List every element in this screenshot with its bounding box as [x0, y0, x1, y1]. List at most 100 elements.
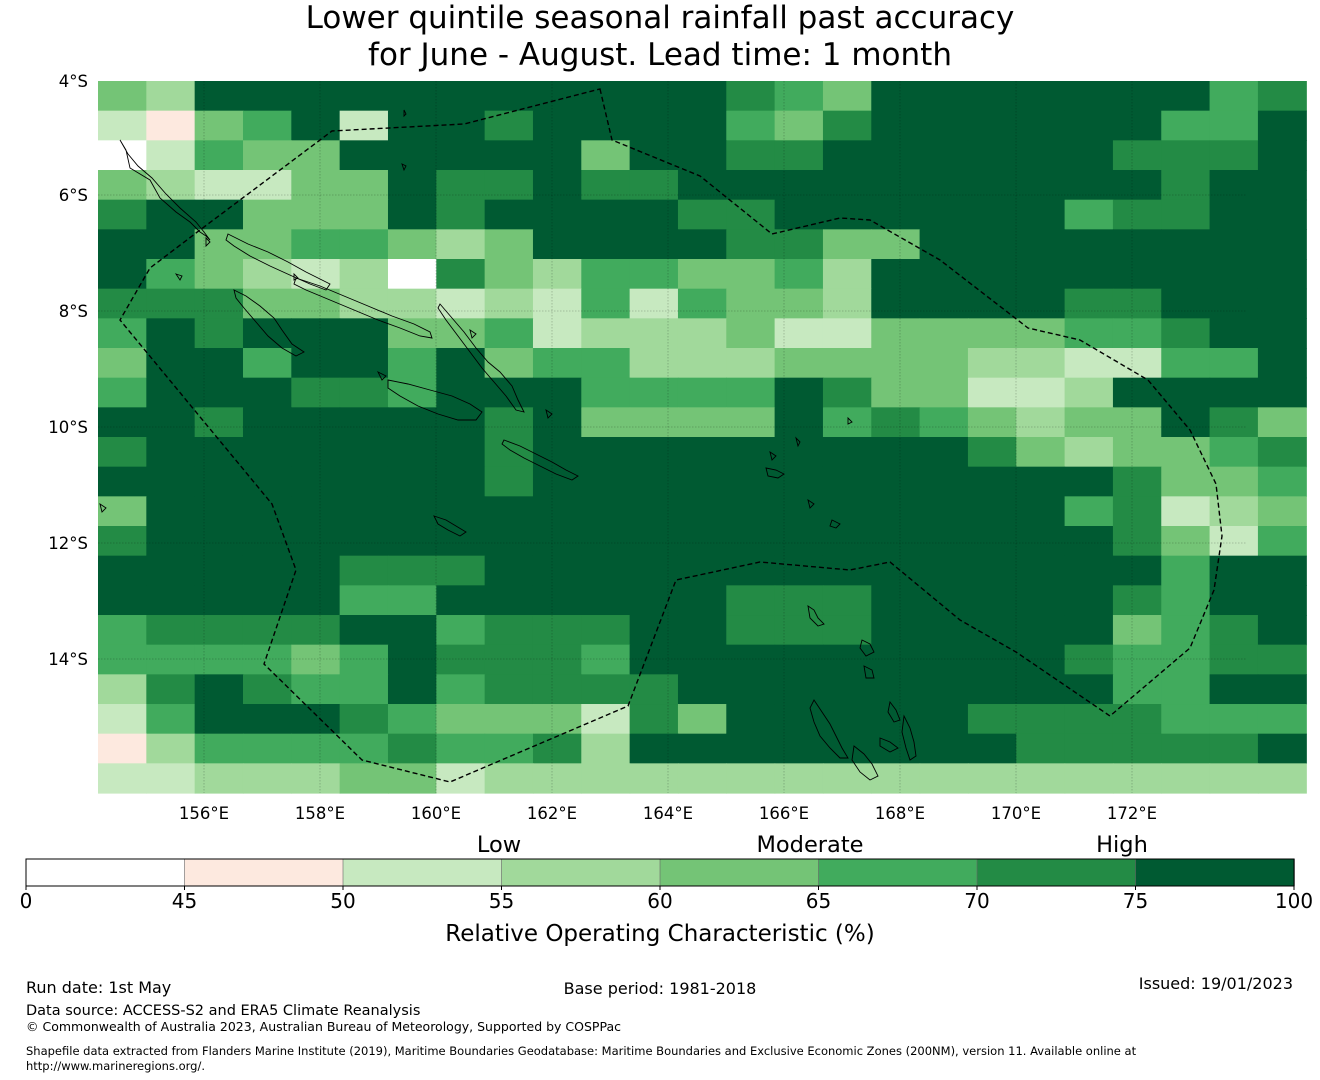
grid-cell — [1112, 81, 1162, 112]
grid-cell — [532, 110, 582, 141]
lon-label-172e: 172°E — [1107, 804, 1157, 823]
grid-cell — [919, 555, 969, 586]
ambae-coast — [879, 737, 899, 753]
lon-label-168e: 168°E — [875, 804, 925, 823]
grid-cell — [194, 407, 244, 438]
grid-cell — [629, 288, 679, 319]
grid-cell — [146, 140, 196, 171]
grid-cell — [1209, 644, 1259, 675]
grid-cell — [581, 437, 631, 468]
grid-cell — [774, 674, 824, 705]
grid-cell — [581, 348, 631, 379]
grid-cell — [774, 704, 824, 735]
grid-cell — [1016, 555, 1066, 586]
grid-cell — [629, 644, 679, 675]
grid-cell — [532, 615, 582, 646]
grid-cell — [1161, 199, 1211, 230]
grid-cell — [581, 555, 631, 586]
grid-cell — [774, 318, 824, 349]
grid-cell — [1112, 733, 1162, 764]
grid-cell — [1257, 377, 1307, 408]
grid-cell — [967, 733, 1017, 764]
grid-cell — [98, 259, 147, 290]
grid-cell — [581, 318, 631, 349]
grid-cell — [291, 229, 341, 260]
makira-coast — [501, 439, 579, 481]
grid-cell — [98, 585, 147, 616]
grid-cell — [1016, 763, 1066, 794]
grid-cell — [146, 259, 196, 290]
grid-cell — [581, 81, 631, 112]
grid-cell — [1064, 704, 1114, 735]
grid-cell — [436, 229, 486, 260]
grid-cell — [1112, 407, 1162, 438]
grid-cell — [532, 140, 582, 171]
grid-cell — [677, 110, 727, 141]
grid-cell — [1209, 140, 1259, 171]
grid-cell — [1112, 763, 1162, 794]
grid-cell — [291, 437, 341, 468]
bougainville-coast — [119, 139, 211, 241]
grid-cell — [1161, 318, 1211, 349]
grid-cell — [98, 526, 147, 557]
grid-cell — [436, 377, 486, 408]
grid-cell — [1161, 674, 1211, 705]
duff-islands-coast — [795, 436, 801, 448]
data-source: Data source: ACCESS-S2 and ERA5 Climate … — [26, 1003, 420, 1019]
grid-cell — [532, 170, 582, 201]
grid-cell — [822, 110, 872, 141]
grid-cell — [242, 170, 292, 201]
grid-cell — [1257, 140, 1307, 171]
lon-label-160e: 160°E — [411, 804, 461, 823]
grid-cell — [726, 466, 776, 497]
grid-cell — [677, 81, 727, 112]
grid-cell — [339, 110, 389, 141]
grid-cell — [194, 615, 244, 646]
grid-cell — [581, 733, 631, 764]
grid-cell — [387, 704, 437, 735]
grid-cell — [1161, 259, 1211, 290]
grid-cell — [1161, 81, 1211, 112]
grid-cell — [146, 377, 196, 408]
grid-cell — [436, 615, 486, 646]
grid-cell — [1161, 704, 1211, 735]
grid-cell — [194, 644, 244, 675]
grid-cell — [629, 496, 679, 527]
grid-cell — [532, 555, 582, 586]
grid-cell — [1064, 199, 1114, 230]
grid-cell — [242, 763, 292, 794]
grid-cell — [581, 259, 631, 290]
grid-cell — [581, 466, 631, 497]
grid-cell — [629, 466, 679, 497]
grid-cell — [677, 199, 727, 230]
grid-cell — [484, 259, 534, 290]
grid-cell — [532, 704, 582, 735]
grid-cell — [774, 585, 824, 616]
grid-cell — [436, 437, 486, 468]
grid-cell — [822, 644, 872, 675]
grid-cell — [822, 288, 872, 319]
grid-cell — [194, 288, 244, 319]
grid-cell — [98, 140, 147, 171]
grid-cell — [677, 585, 727, 616]
grid-cell — [1016, 318, 1066, 349]
grid-cell — [1257, 81, 1307, 112]
grid-cell — [532, 407, 582, 438]
grid-cell — [726, 259, 776, 290]
grid-cell — [387, 526, 437, 557]
grid-cell — [1064, 615, 1114, 646]
grid-cell — [822, 526, 872, 557]
grid-cell — [871, 348, 921, 379]
grid-cell — [1161, 170, 1211, 201]
grid-cell — [146, 466, 196, 497]
grid-cell — [871, 585, 921, 616]
coastlines — [99, 109, 917, 781]
grid-cell — [677, 348, 727, 379]
grid-cell — [822, 763, 872, 794]
grid-cell — [146, 526, 196, 557]
grid-cell — [194, 377, 244, 408]
grid-cell — [242, 407, 292, 438]
malaita-coast — [437, 303, 525, 413]
grid-cell — [581, 615, 631, 646]
grid-cell — [822, 199, 872, 230]
